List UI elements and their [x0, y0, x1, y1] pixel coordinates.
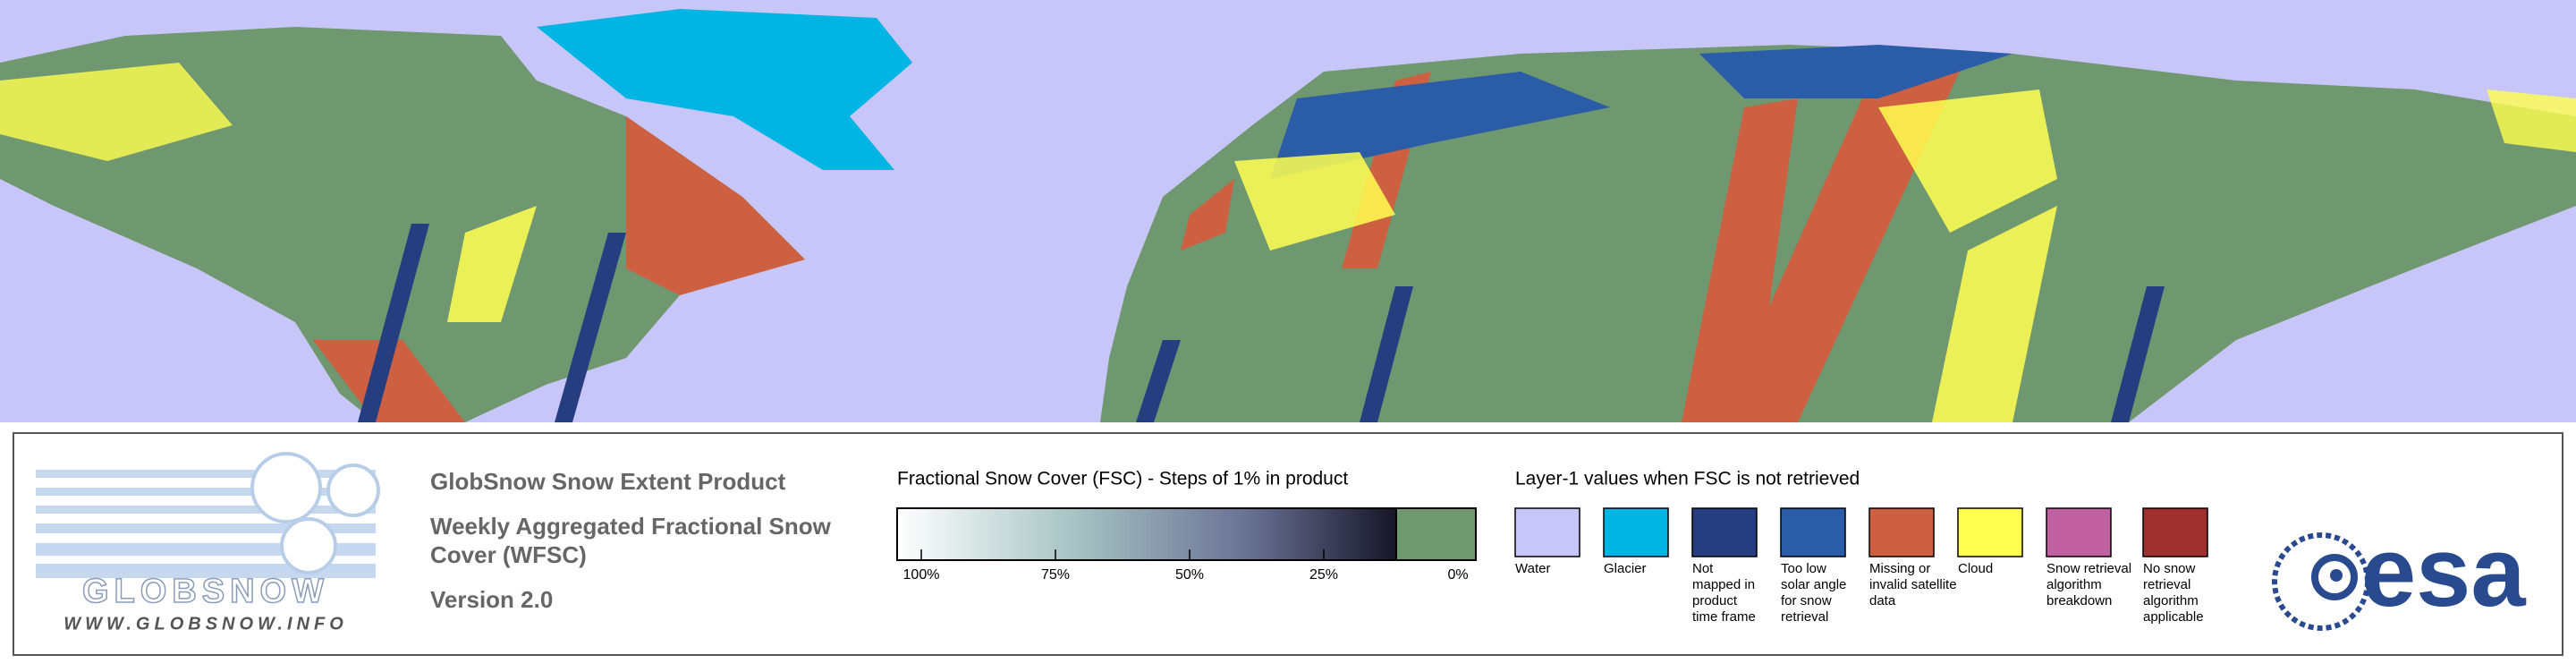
layer1-swatch — [1957, 507, 2023, 557]
fsc-tick-label: 50% — [1175, 567, 1204, 583]
layer1-swatch — [1603, 507, 1669, 557]
fsc-gradient — [896, 507, 1397, 561]
layer1-label: solar angle — [1781, 577, 1846, 592]
layer1-label: No snow — [2143, 561, 2196, 576]
layer1-label: invalid satellite — [1869, 577, 1957, 592]
logo-wordmark: GLOBSNOW — [82, 573, 329, 610]
product-subtitle: Cover (WFSC) — [430, 541, 587, 568]
layer1-label: Too low — [1781, 561, 1826, 576]
product-name: GlobSnow Snow Extent Product — [430, 468, 786, 495]
layer1-label: Water — [1515, 561, 1550, 576]
esa-wordmark: esa — [2361, 517, 2526, 627]
fsc-tick-label: 100% — [903, 567, 940, 583]
layer1-label: breakdown — [2046, 593, 2112, 608]
product-subtitle: Weekly Aggregated Fractional Snow — [430, 513, 832, 540]
layer1-swatch — [1691, 507, 1758, 557]
fsc-tick-label: 75% — [1041, 567, 1070, 583]
layer1-label: time frame — [1692, 609, 1756, 625]
fsc-title: Fractional Snow Cover (FSC) - Steps of 1… — [897, 469, 1348, 489]
layer1-label: algorithm — [2143, 593, 2199, 608]
layer1-swatch — [1514, 507, 1580, 557]
logo-url: WWW.GLOBSNOW.INFO — [64, 614, 348, 634]
layer1-label: Cloud — [1958, 561, 1993, 576]
snow-map — [0, 0, 2576, 422]
layer1-label: product — [1692, 593, 1738, 608]
layer1-label: algorithm — [2046, 577, 2102, 592]
globsnow-logo: GLOBSNOW WWW.GLOBSNOW.INFO — [36, 452, 380, 634]
fsc-tick-label: 25% — [1309, 567, 1338, 583]
fsc-tick-label: 0% — [1447, 567, 1468, 583]
layer1-label: retrieval — [2143, 577, 2190, 592]
layer1-label: retrieval — [1781, 609, 1828, 625]
layer1-label: Not — [1692, 561, 1714, 576]
esa-logo: esa — [2272, 517, 2526, 631]
layer1-label: Snow retrieval — [2046, 561, 2131, 576]
layer1-title: Layer-1 values when FSC is not retrieved — [1515, 469, 1860, 489]
product-version: Version 2.0 — [430, 586, 553, 613]
layer1-swatch — [1780, 507, 1846, 557]
layer1-swatch — [1868, 507, 1935, 557]
layer1-label: Missing or — [1869, 561, 1930, 576]
layer1-swatch — [2142, 507, 2208, 557]
layer1-label: Glacier — [1604, 561, 1647, 576]
layer1-label: applicable — [2143, 609, 2204, 625]
layer1-swatch — [2046, 507, 2112, 557]
layer1-label: data — [1869, 593, 1896, 608]
layer1-label: mapped in — [1692, 577, 1755, 592]
layer1-label: for snow — [1781, 593, 1832, 608]
fsc-zero-swatch — [1395, 507, 1477, 561]
